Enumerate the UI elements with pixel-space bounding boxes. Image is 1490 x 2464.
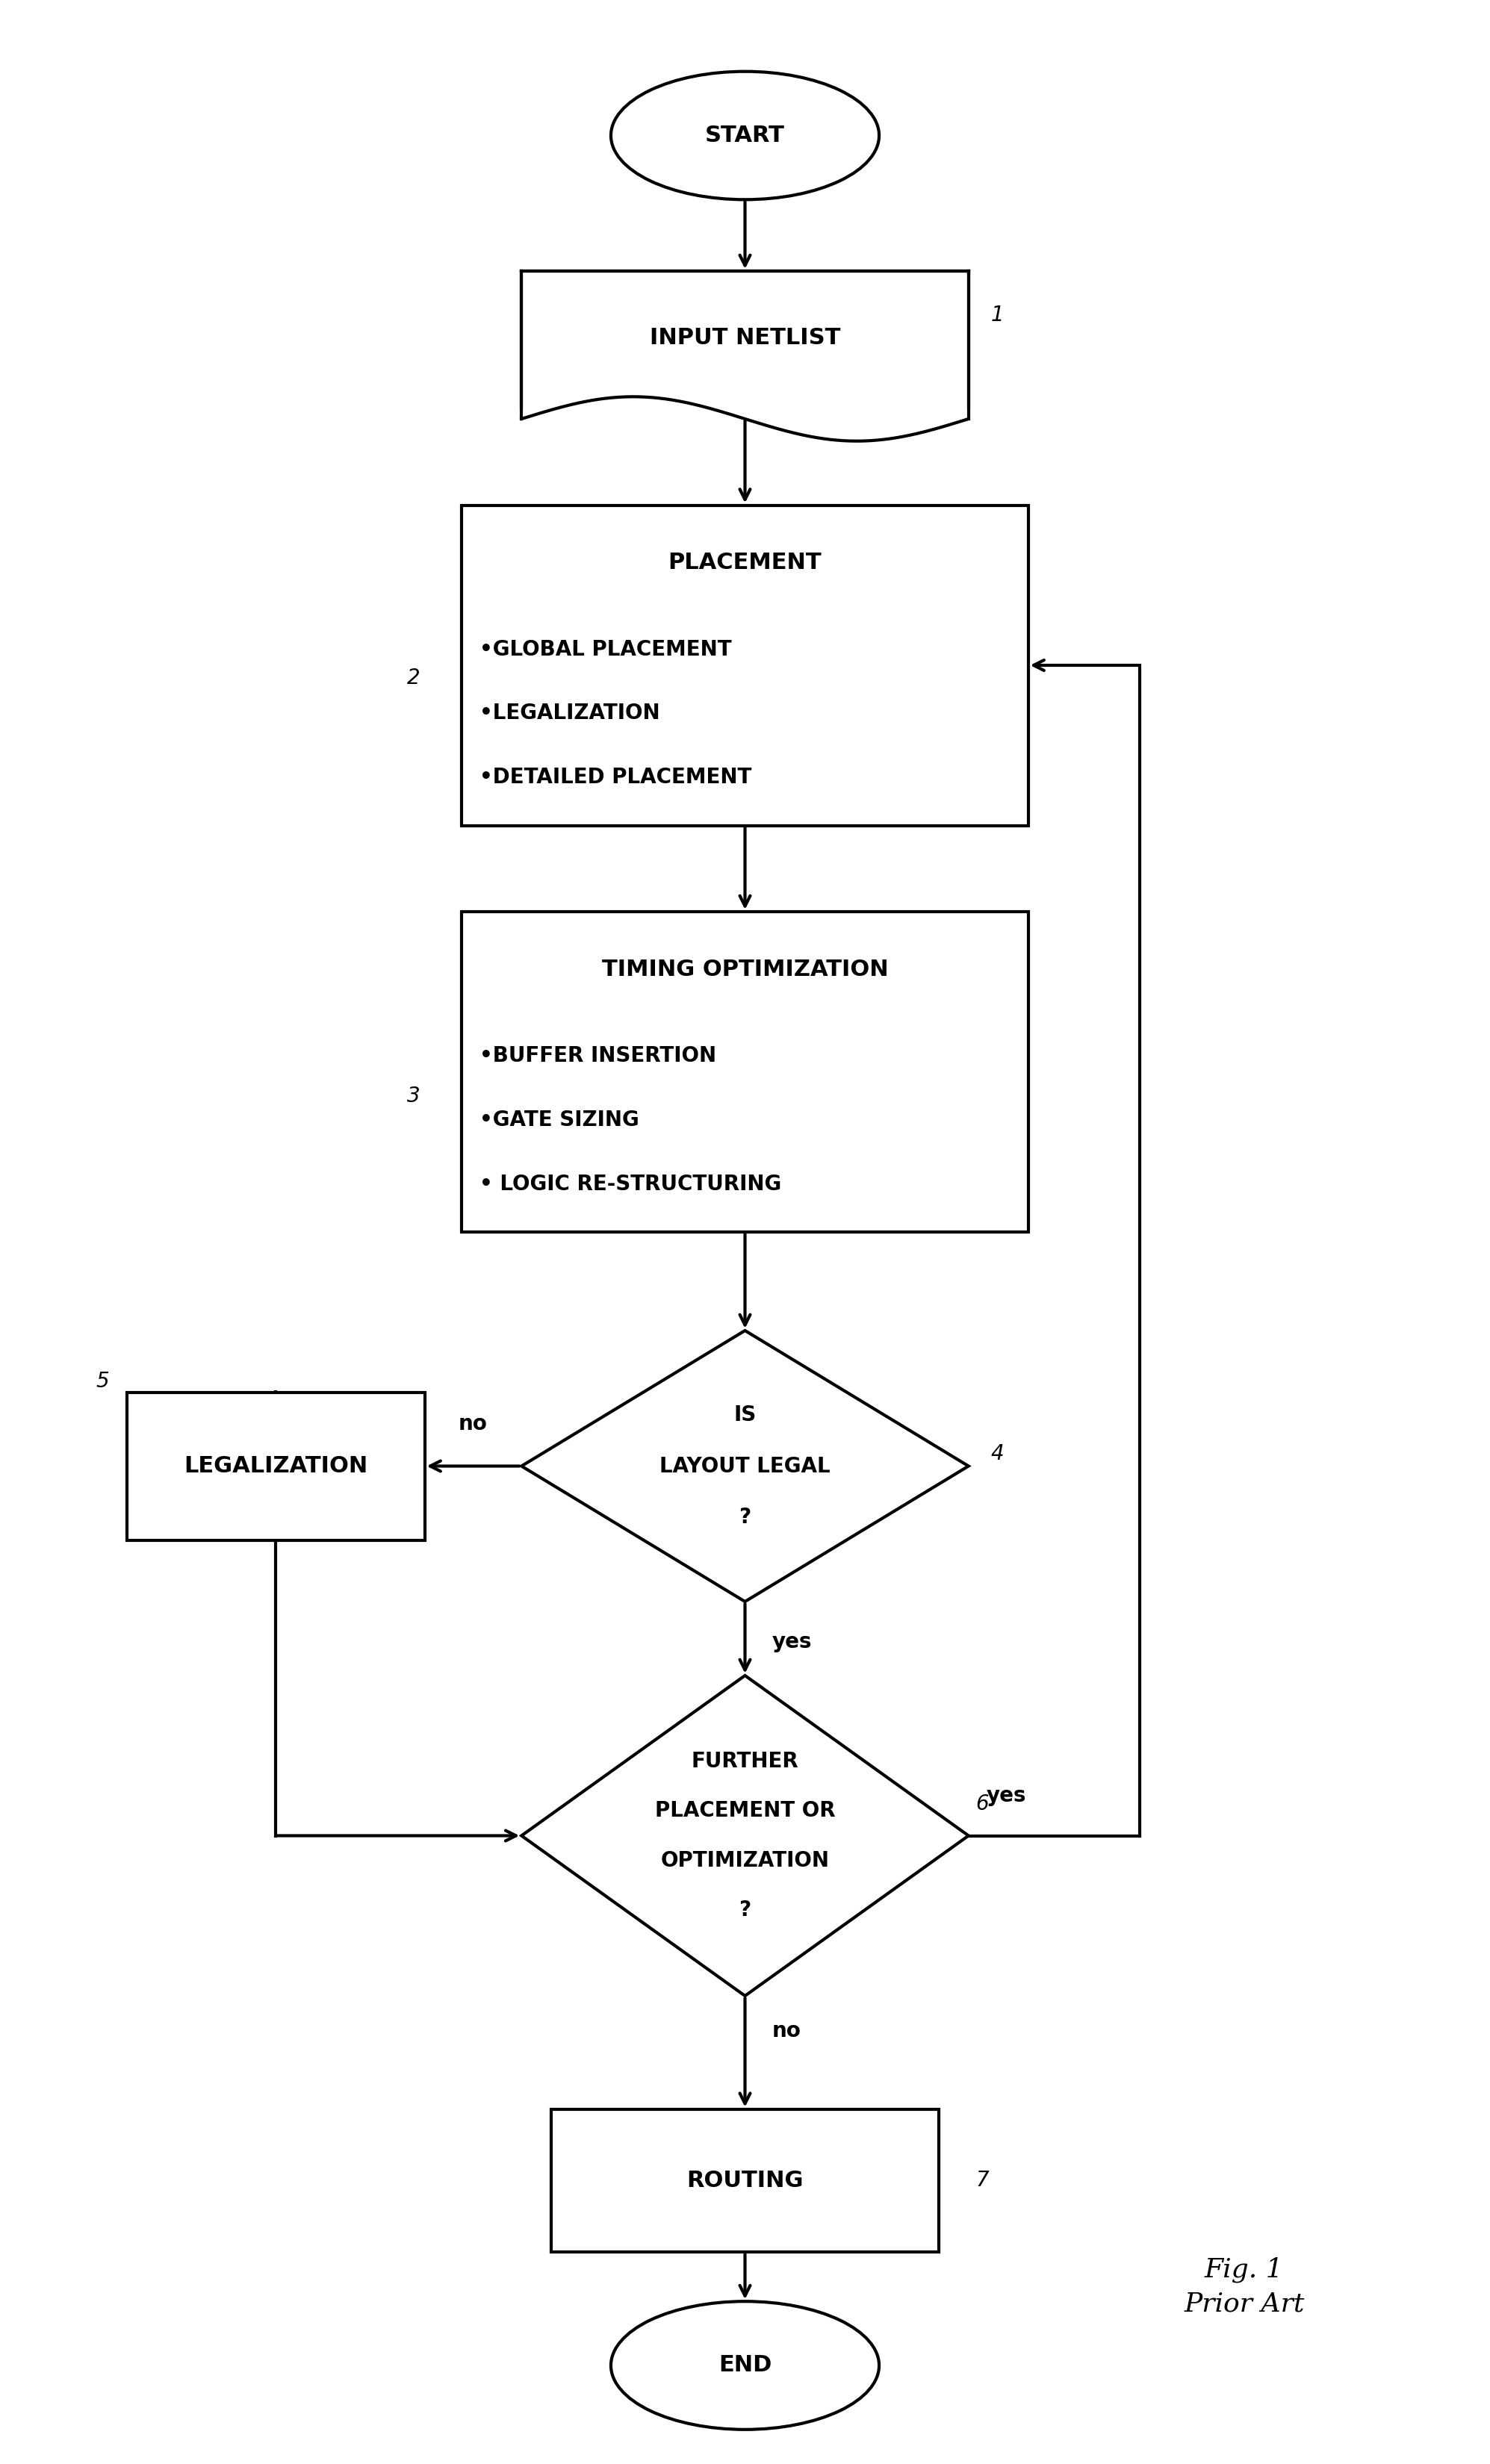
Text: PLACEMENT OR: PLACEMENT OR: [654, 1801, 836, 1821]
Text: 7: 7: [976, 2171, 989, 2190]
Text: ?: ?: [739, 1900, 751, 1919]
Text: 4: 4: [991, 1444, 1004, 1464]
Text: •DETAILED PLACEMENT: •DETAILED PLACEMENT: [480, 766, 752, 788]
Text: END: END: [718, 2356, 772, 2375]
Text: PLACEMENT: PLACEMENT: [668, 552, 822, 574]
Text: 2: 2: [407, 668, 420, 687]
Text: LEGALIZATION: LEGALIZATION: [183, 1456, 368, 1476]
Ellipse shape: [611, 71, 879, 200]
Text: 5: 5: [95, 1372, 109, 1392]
Bar: [127, 1392, 425, 1540]
Text: • LOGIC RE-STRUCTURING: • LOGIC RE-STRUCTURING: [480, 1173, 782, 1195]
Text: •GATE SIZING: •GATE SIZING: [480, 1109, 639, 1131]
Text: •GLOBAL PLACEMENT: •GLOBAL PLACEMENT: [480, 638, 732, 660]
Bar: [522, 271, 968, 419]
Text: LAYOUT LEGAL: LAYOUT LEGAL: [660, 1456, 830, 1476]
Text: 1: 1: [991, 306, 1004, 325]
Text: OPTIMIZATION: OPTIMIZATION: [660, 1850, 830, 1870]
Text: IS: IS: [733, 1404, 757, 1424]
Text: no: no: [459, 1414, 487, 1434]
Text: yes: yes: [986, 1786, 1027, 1806]
Text: INPUT NETLIST: INPUT NETLIST: [650, 328, 840, 347]
Text: •LEGALIZATION: •LEGALIZATION: [480, 702, 660, 724]
Text: yes: yes: [772, 1631, 812, 1651]
Text: ROUTING: ROUTING: [687, 2171, 803, 2190]
Bar: [551, 2109, 939, 2252]
Text: Fig. 1
Prior Art: Fig. 1 Prior Art: [1185, 2257, 1304, 2316]
Text: 6: 6: [976, 1794, 989, 1814]
Polygon shape: [522, 1676, 968, 1996]
Ellipse shape: [611, 2301, 879, 2430]
Bar: [462, 505, 1028, 825]
Text: TIMING OPTIMIZATION: TIMING OPTIMIZATION: [602, 958, 888, 981]
Text: •BUFFER INSERTION: •BUFFER INSERTION: [480, 1045, 717, 1067]
Text: 3: 3: [407, 1087, 420, 1106]
Text: FURTHER: FURTHER: [691, 1752, 799, 1772]
Text: START: START: [705, 126, 785, 145]
Polygon shape: [522, 1331, 968, 1602]
Bar: [462, 912, 1028, 1232]
Text: ?: ?: [739, 1508, 751, 1528]
Text: no: no: [772, 2020, 800, 2040]
